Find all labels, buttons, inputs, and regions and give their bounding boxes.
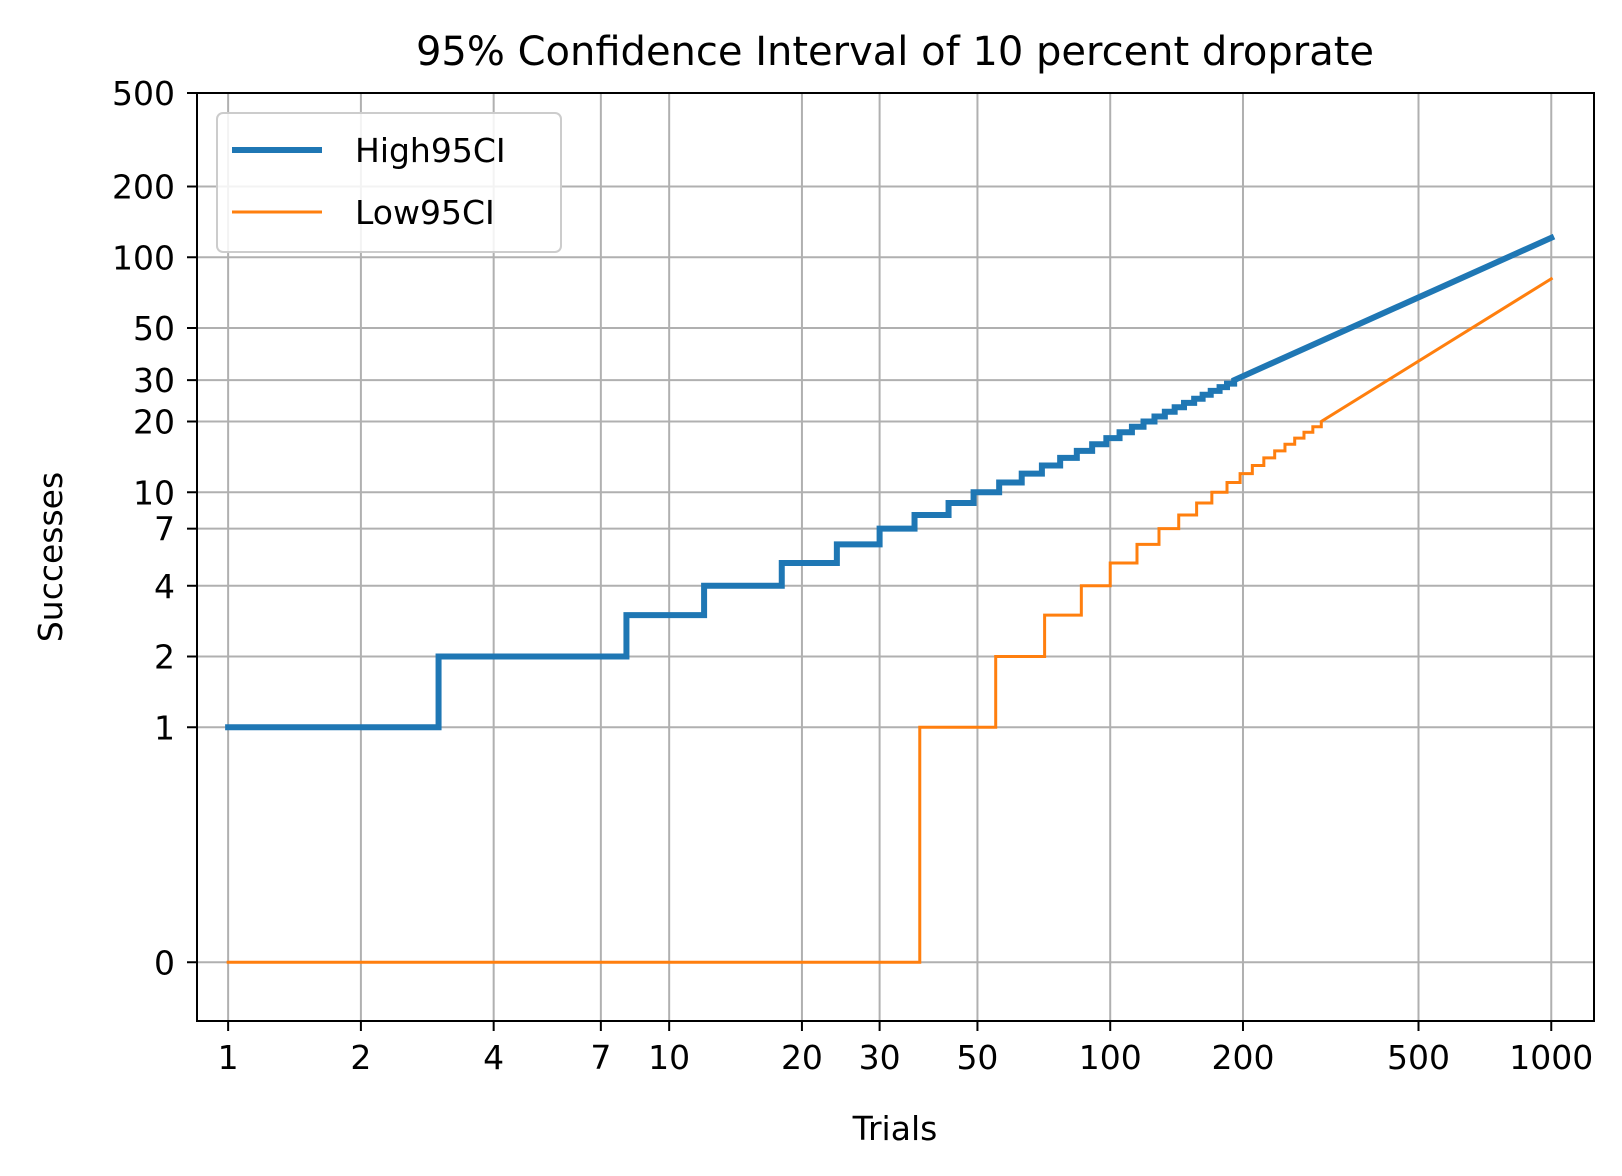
- legend: High95CI Low95CI: [216, 112, 562, 253]
- legend-label-high95ci: High95CI: [355, 131, 506, 170]
- x-tick-label: 500: [1387, 1038, 1450, 1077]
- y-tick-label: 50: [133, 309, 175, 348]
- series-lines: [225, 233, 1556, 964]
- x-tick-label: 4: [483, 1038, 504, 1077]
- x-tick-label: 30: [859, 1038, 901, 1077]
- y-tick-label: 2: [154, 638, 175, 677]
- x-tick-label: 20: [781, 1038, 823, 1077]
- x-axis-label: Trials: [852, 1109, 938, 1148]
- y-tick-label: 20: [133, 403, 175, 442]
- y-tick-label: 500: [112, 74, 175, 113]
- x-tick-label: 7: [590, 1038, 611, 1077]
- y-axis-label: Successes: [31, 472, 70, 642]
- y-tick-label: 7: [154, 510, 175, 549]
- x-tick-label: 2: [350, 1038, 371, 1077]
- series-line-high95ci: [225, 233, 1556, 731]
- y-tick-label: 200: [112, 168, 175, 207]
- y-tick-label: 30: [133, 361, 175, 400]
- y-tick-label: 10: [133, 473, 175, 512]
- x-tick-label: 10: [648, 1038, 690, 1077]
- chart-title: 95% Confidence Interval of 10 percent dr…: [416, 29, 1374, 75]
- legend-label-low95ci: Low95CI: [355, 193, 495, 232]
- x-tick-label: 200: [1211, 1038, 1274, 1077]
- y-tick-label: 1: [154, 708, 175, 747]
- y-tick-label: 100: [112, 238, 175, 277]
- y-tick-label: 0: [154, 943, 175, 982]
- axis-ticks: 1 2 4 7 10 20 30 50 100 200 500 1000012471020305010…: [112, 74, 1593, 1077]
- x-tick-label: 1000: [1509, 1038, 1593, 1077]
- y-tick-label: 4: [154, 567, 175, 606]
- plot-frame: [196, 92, 1595, 1022]
- x-tick-label: 100: [1079, 1038, 1142, 1077]
- x-tick-label: 1: [218, 1038, 239, 1077]
- series-line-low95ci: [226, 276, 1554, 964]
- x-tick-label: 50: [956, 1038, 998, 1077]
